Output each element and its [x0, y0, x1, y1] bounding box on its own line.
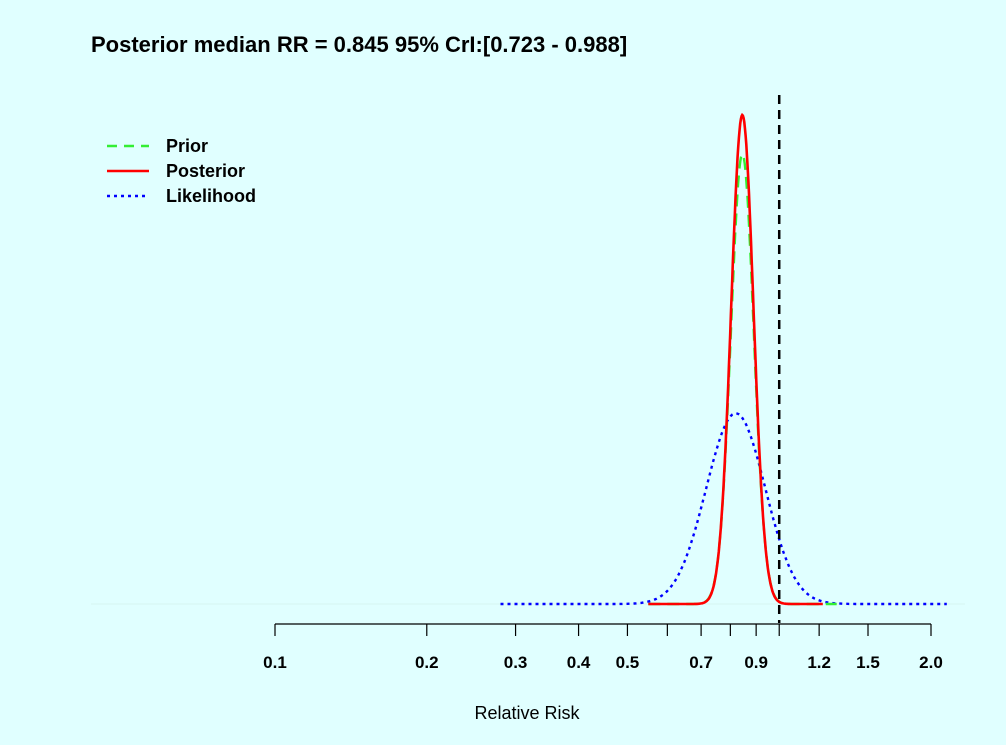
series-prior-line [648, 152, 837, 606]
x-tick-label: 0.2 [415, 653, 439, 672]
legend-posterior-label: Posterior [166, 161, 245, 181]
x-tick-label: 1.2 [807, 653, 831, 672]
density-curves [500, 112, 947, 606]
x-tick-label: 0.4 [567, 653, 591, 672]
x-tick-label: 0.7 [689, 653, 713, 672]
x-axis-label: Relative Risk [474, 703, 580, 723]
x-tick-label: 0.5 [616, 653, 640, 672]
chart-title: Posterior median RR = 0.845 95% CrI:[0.7… [91, 32, 627, 57]
x-axis: 0.1 0.2 0.3 0.4 0.5 0.7 0.9 1.2 1.5 2.0 [263, 623, 943, 672]
legend-prior-label: Prior [166, 136, 208, 156]
x-tick-label: 0.3 [504, 653, 528, 672]
x-tick-label: 0.9 [744, 653, 768, 672]
x-tick-label: 1.5 [856, 653, 880, 672]
x-tick-label: 2.0 [919, 653, 943, 672]
legend-likelihood-label: Likelihood [166, 186, 256, 206]
legend: Prior Posterior Likelihood [107, 136, 256, 206]
x-tick-label: 0.1 [263, 653, 287, 672]
series-likelihood-line [500, 412, 947, 606]
series-posterior-line [648, 112, 823, 606]
